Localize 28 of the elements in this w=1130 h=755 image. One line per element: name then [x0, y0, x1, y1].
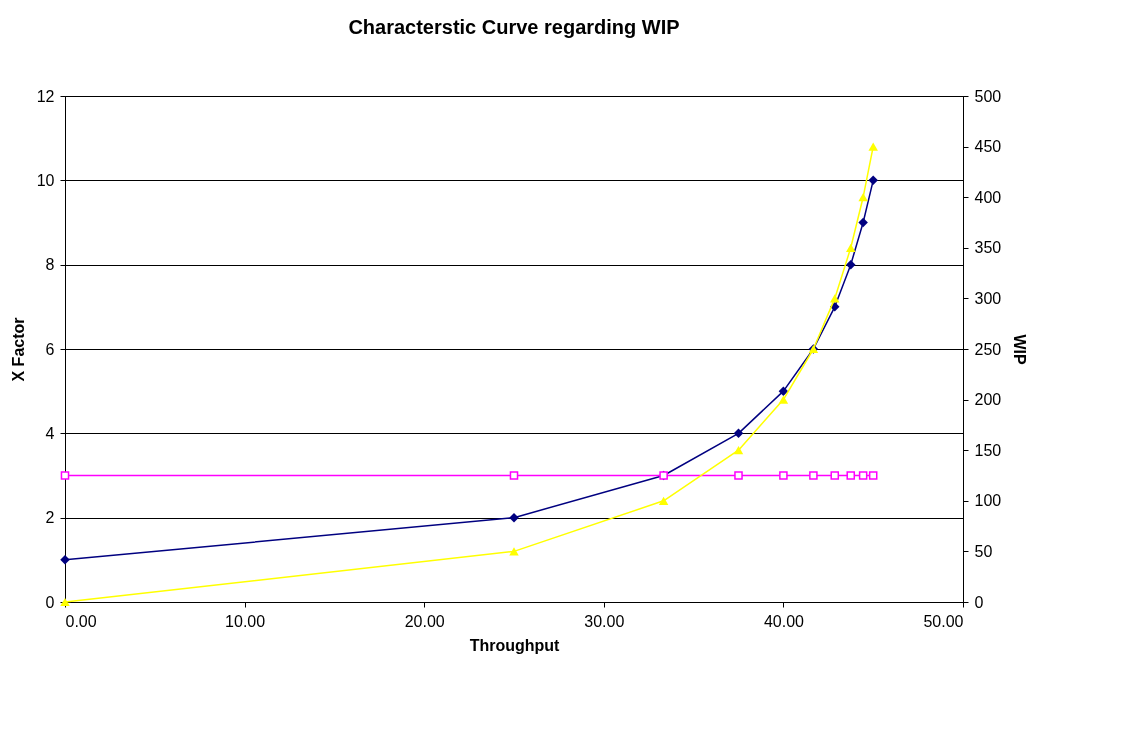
x-tick-label: 40.00 — [763, 612, 805, 630]
y-axis-title: X Factor — [9, 317, 27, 382]
y-tick-label: 10 — [36, 171, 55, 189]
y2-tick-label: 350 — [974, 239, 1002, 257]
y2-tick-label: 200 — [974, 391, 1002, 409]
chart-title: Characterstic Curve regarding WIP — [348, 16, 680, 38]
y2-tick-label: 500 — [974, 87, 1002, 105]
y-tick-label: 2 — [45, 509, 55, 527]
y-tick-label: 4 — [45, 424, 55, 442]
y2-axis-title: WIP — [1011, 334, 1029, 365]
y2-tick-label: 0 — [974, 593, 984, 611]
x-tick-label: 10.00 — [225, 612, 266, 630]
x-tick-label: 0.00 — [65, 612, 97, 630]
y-tick-label: 12 — [36, 87, 55, 105]
x-tick-label: 50.00 — [923, 612, 964, 630]
x-tick-label: 30.00 — [584, 612, 625, 630]
y2-tick-label: 450 — [974, 138, 1002, 156]
y2-tick-label: 100 — [974, 492, 1002, 510]
y-tick-label: 6 — [45, 340, 55, 358]
y2-tick-label: 250 — [974, 340, 1002, 358]
y2-tick-label: 50 — [974, 542, 993, 560]
x-tick-label: 20.00 — [404, 612, 445, 630]
x-axis-title: Throughput — [469, 636, 561, 654]
y-tick-label: 8 — [45, 256, 55, 274]
y-tick-label: 0 — [45, 593, 55, 611]
y2-tick-label: 150 — [974, 441, 1002, 459]
y2-tick-label: 400 — [974, 188, 1002, 206]
y2-tick-label: 300 — [974, 289, 1002, 307]
